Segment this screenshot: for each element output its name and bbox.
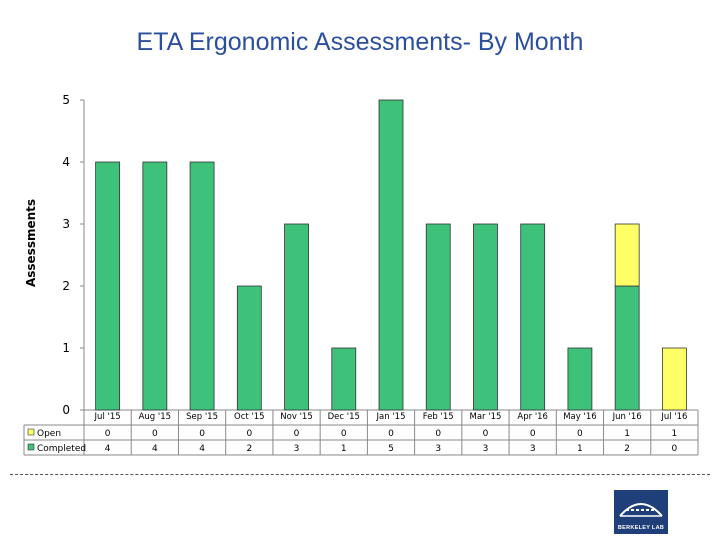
data-label: 2	[246, 444, 252, 454]
y-tick-label: 5	[62, 93, 70, 107]
bar-completed	[189, 161, 215, 411]
x-tick-label: Dec '15	[328, 412, 360, 422]
data-label: 4	[105, 444, 111, 454]
divider-line	[10, 474, 710, 475]
y-tick-label: 1	[62, 341, 70, 355]
bar-completed	[284, 223, 309, 411]
x-tick-label: Apr '16	[517, 412, 548, 422]
lab-building-icon	[619, 503, 663, 517]
x-tick-label: Oct '15	[234, 412, 265, 422]
data-label: 0	[530, 429, 536, 439]
bar-completed	[142, 161, 168, 411]
bar-chart: 0 1 2 3 4 5 Open Completed Jul '15 0 4 Aug '15 0 4 Sep…	[23, 93, 699, 456]
y-tick-label: 4	[62, 155, 70, 169]
bar-completed	[520, 223, 546, 411]
data-label: 1	[341, 444, 347, 454]
bar-completed	[425, 223, 451, 411]
chart-title: ETA Ergonomic Assessments- By Month	[136, 28, 584, 56]
data-label: 0	[388, 429, 394, 439]
data-label: 3	[483, 444, 489, 454]
bar-open	[614, 223, 640, 287]
data-label: 4	[152, 444, 158, 454]
legend-label: Completed	[37, 444, 86, 454]
bar-completed	[95, 161, 121, 411]
bar-open	[661, 347, 687, 411]
bar-completed	[331, 347, 357, 411]
x-tick-label: Sep '15	[186, 412, 218, 422]
data-label: 0	[246, 429, 252, 439]
y-tick-label: 0	[62, 403, 70, 417]
bar-completed	[614, 285, 640, 411]
data-label: 5	[388, 444, 394, 454]
y-tick-label: 2	[62, 279, 70, 293]
x-tick-label: Feb '15	[423, 412, 454, 422]
y-tick-label: 3	[62, 217, 70, 231]
x-tick-label: Jan '15	[376, 412, 406, 422]
bar-completed	[567, 347, 593, 411]
x-tick-label: Nov '15	[280, 412, 312, 422]
legend-swatch	[27, 428, 35, 436]
data-label: 0	[199, 429, 205, 439]
data-label: 1	[577, 444, 583, 454]
x-tick-label: Jun '16	[612, 412, 642, 422]
data-label: 0	[577, 429, 583, 439]
data-label: 4	[199, 444, 205, 454]
data-label: 1	[672, 429, 678, 439]
x-tick-label: Aug '15	[139, 412, 171, 422]
data-label: 0	[341, 429, 347, 439]
data-label: 2	[624, 444, 630, 454]
x-tick-label: Jul '16	[660, 412, 687, 422]
data-label: 0	[483, 429, 489, 439]
data-label: 0	[105, 429, 111, 439]
data-label: 3	[294, 444, 300, 454]
data-label: 0	[672, 444, 678, 454]
legend-label: Open	[37, 429, 61, 439]
x-tick-label: May '16	[563, 412, 596, 422]
logo-text: BERKELEY LAB	[617, 525, 665, 531]
legend-swatch	[27, 443, 35, 451]
data-label: 3	[530, 444, 536, 454]
bar-completed	[378, 99, 404, 411]
data-label: 3	[435, 444, 441, 454]
x-tick-label: Jul '15	[94, 412, 121, 422]
berkeley-lab-logo: BERKELEY LAB	[614, 490, 668, 534]
data-label: 0	[435, 429, 441, 439]
data-label: 0	[152, 429, 158, 439]
bar-completed	[236, 285, 262, 411]
bar-completed	[473, 223, 498, 411]
data-label: 0	[294, 429, 300, 439]
data-label: 1	[624, 429, 630, 439]
x-tick-label: Mar '15	[470, 412, 502, 422]
